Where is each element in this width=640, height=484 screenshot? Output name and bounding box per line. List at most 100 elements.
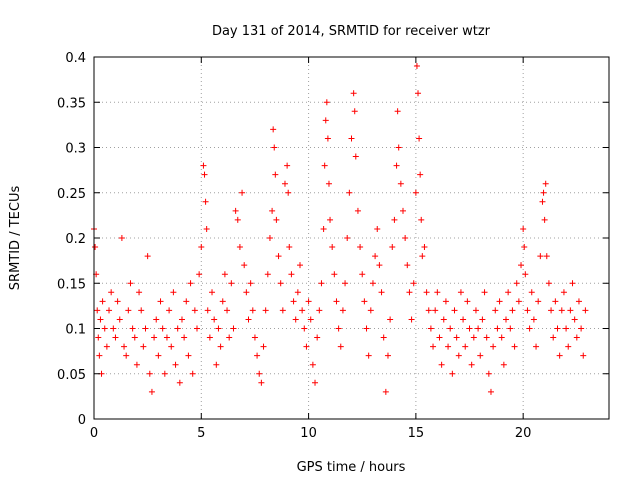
data-point bbox=[185, 352, 192, 359]
data-point bbox=[451, 307, 458, 314]
data-point bbox=[271, 144, 278, 151]
data-point bbox=[151, 334, 158, 341]
data-point bbox=[378, 289, 385, 296]
data-point bbox=[96, 352, 103, 359]
data-point bbox=[357, 244, 364, 251]
y-tick-label: 0.25 bbox=[57, 187, 86, 202]
data-point bbox=[344, 235, 351, 241]
data-point bbox=[178, 316, 185, 323]
data-point bbox=[348, 135, 355, 142]
data-point bbox=[270, 126, 277, 133]
data-point bbox=[264, 271, 271, 278]
data-point bbox=[112, 334, 119, 341]
data-point bbox=[582, 307, 589, 314]
data-point bbox=[202, 198, 209, 205]
data-point bbox=[421, 244, 428, 251]
data-point bbox=[118, 235, 125, 241]
data-point bbox=[101, 325, 108, 332]
data-point bbox=[323, 99, 330, 106]
data-point bbox=[234, 216, 241, 223]
data-point bbox=[485, 370, 492, 377]
data-point bbox=[307, 316, 314, 323]
data-point bbox=[513, 280, 520, 287]
data-point bbox=[462, 343, 469, 350]
data-point bbox=[560, 289, 567, 296]
data-point bbox=[312, 379, 319, 386]
x-tick-label: 5 bbox=[197, 426, 205, 441]
data-point bbox=[331, 271, 338, 278]
data-point bbox=[511, 343, 518, 350]
y-tick-label: 0.35 bbox=[57, 96, 86, 111]
data-point bbox=[384, 352, 391, 359]
data-point bbox=[509, 307, 516, 314]
y-tick-label: 0.2 bbox=[65, 232, 86, 247]
data-point bbox=[400, 207, 406, 214]
data-point bbox=[292, 316, 299, 323]
data-point bbox=[176, 379, 183, 386]
y-tick-label: 0.1 bbox=[65, 323, 86, 338]
data-point bbox=[372, 253, 379, 260]
data-point bbox=[351, 108, 358, 115]
data-point bbox=[157, 298, 164, 305]
data-point bbox=[301, 325, 308, 332]
data-point bbox=[243, 289, 250, 296]
data-point bbox=[266, 235, 273, 241]
axis-tick-labels: 0 0.05 0.1 0.15 0.2 0.25 0.3 0.35 0.4 0 5 10 15 20 bbox=[57, 51, 531, 441]
data-point bbox=[155, 352, 162, 359]
data-point bbox=[477, 352, 484, 359]
data-point bbox=[309, 361, 316, 368]
y-axis-label: SRMTID / TECUs bbox=[8, 186, 23, 291]
data-point bbox=[131, 334, 138, 341]
data-point bbox=[361, 298, 368, 305]
data-point bbox=[352, 153, 359, 160]
data-point bbox=[325, 180, 332, 187]
data-point bbox=[445, 343, 452, 350]
x-tick-label: 15 bbox=[408, 426, 425, 441]
data-point bbox=[140, 343, 147, 350]
data-point bbox=[453, 334, 460, 341]
data-point bbox=[247, 280, 254, 287]
data-point bbox=[337, 343, 344, 350]
data-point bbox=[500, 361, 507, 368]
data-point bbox=[406, 289, 413, 296]
data-point bbox=[116, 316, 123, 323]
data-point bbox=[284, 162, 291, 169]
data-point bbox=[498, 334, 505, 341]
data-point bbox=[515, 298, 522, 305]
data-point bbox=[241, 262, 248, 269]
data-point bbox=[394, 108, 401, 115]
data-point bbox=[449, 370, 456, 377]
data-point bbox=[142, 325, 149, 332]
data-point bbox=[279, 307, 286, 314]
data-point bbox=[415, 90, 422, 97]
data-point bbox=[221, 271, 228, 278]
data-point bbox=[408, 316, 415, 323]
data-point bbox=[329, 244, 336, 251]
data-point bbox=[483, 334, 490, 341]
data-point bbox=[281, 180, 288, 187]
data-point bbox=[256, 370, 263, 377]
data-point bbox=[395, 144, 402, 151]
data-point bbox=[526, 325, 533, 332]
data-point bbox=[335, 325, 342, 332]
data-point bbox=[578, 325, 585, 332]
data-point bbox=[99, 298, 106, 305]
data-point bbox=[545, 280, 552, 287]
data-point bbox=[440, 316, 447, 323]
data-point bbox=[537, 253, 544, 260]
y-tick-label: 0.05 bbox=[57, 368, 86, 383]
data-point bbox=[200, 162, 207, 169]
data-point bbox=[230, 325, 237, 332]
data-point bbox=[522, 271, 529, 278]
data-point bbox=[260, 343, 267, 350]
data-point bbox=[447, 325, 454, 332]
data-point bbox=[159, 325, 166, 332]
data-point bbox=[380, 334, 387, 341]
data-point bbox=[479, 316, 486, 323]
data-point bbox=[166, 307, 173, 314]
data-point bbox=[535, 298, 542, 305]
x-tick-label: 20 bbox=[515, 426, 532, 441]
